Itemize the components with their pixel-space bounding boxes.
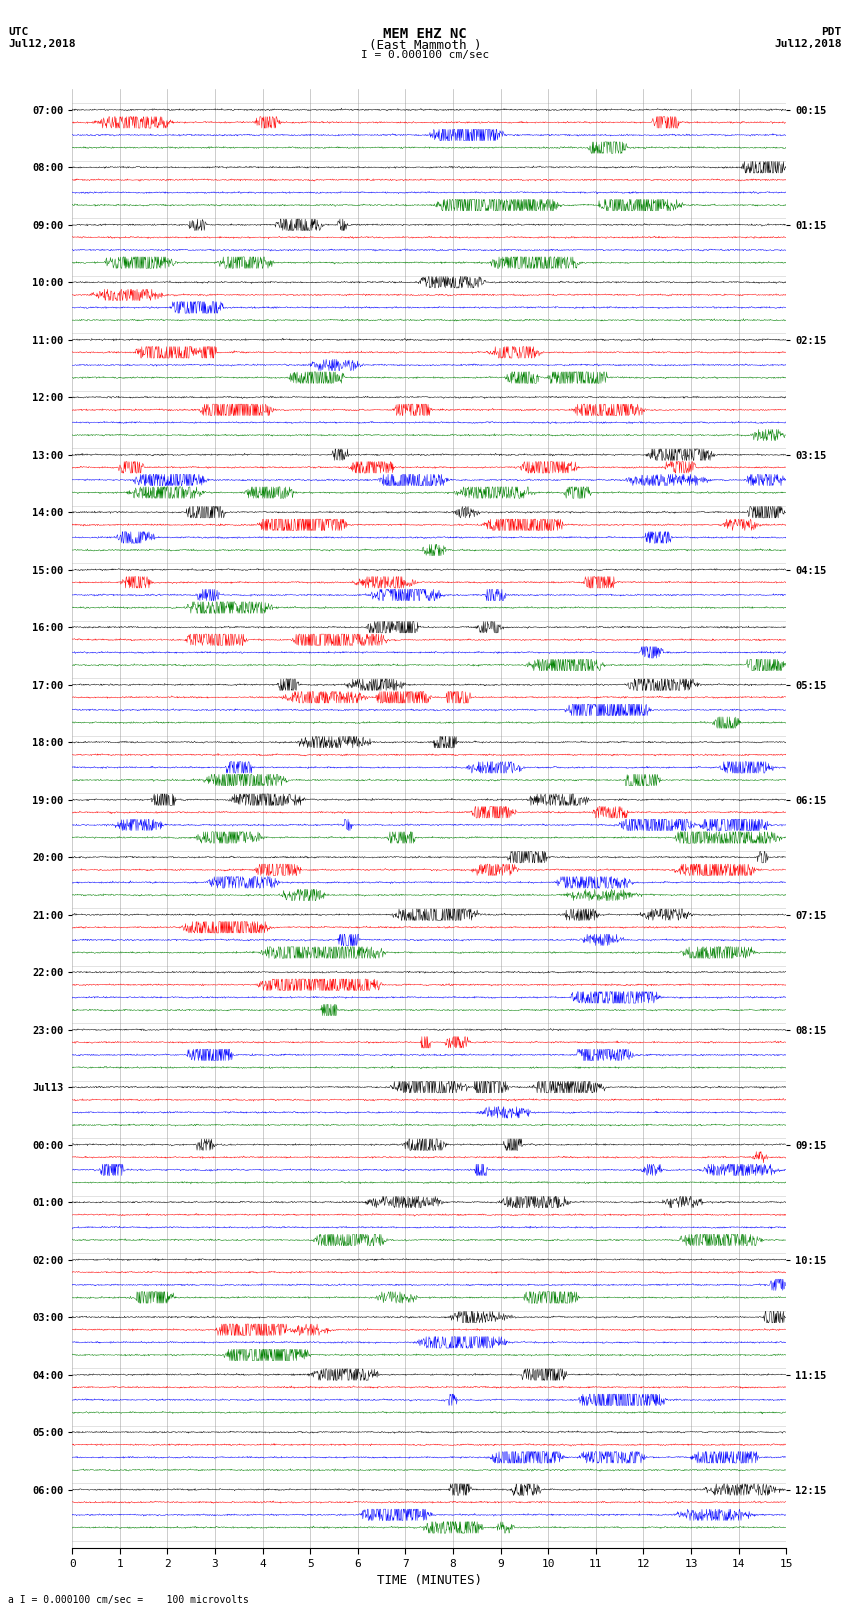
- Text: Jul12,2018: Jul12,2018: [8, 39, 76, 48]
- Text: Jul12,2018: Jul12,2018: [774, 39, 842, 48]
- Text: PDT: PDT: [821, 27, 842, 37]
- Text: UTC: UTC: [8, 27, 29, 37]
- Text: MEM EHZ NC: MEM EHZ NC: [383, 27, 467, 42]
- X-axis label: TIME (MINUTES): TIME (MINUTES): [377, 1574, 482, 1587]
- Text: I = 0.000100 cm/sec: I = 0.000100 cm/sec: [361, 50, 489, 60]
- Text: a I = 0.000100 cm/sec =    100 microvolts: a I = 0.000100 cm/sec = 100 microvolts: [8, 1595, 249, 1605]
- Text: (East Mammoth ): (East Mammoth ): [369, 39, 481, 52]
